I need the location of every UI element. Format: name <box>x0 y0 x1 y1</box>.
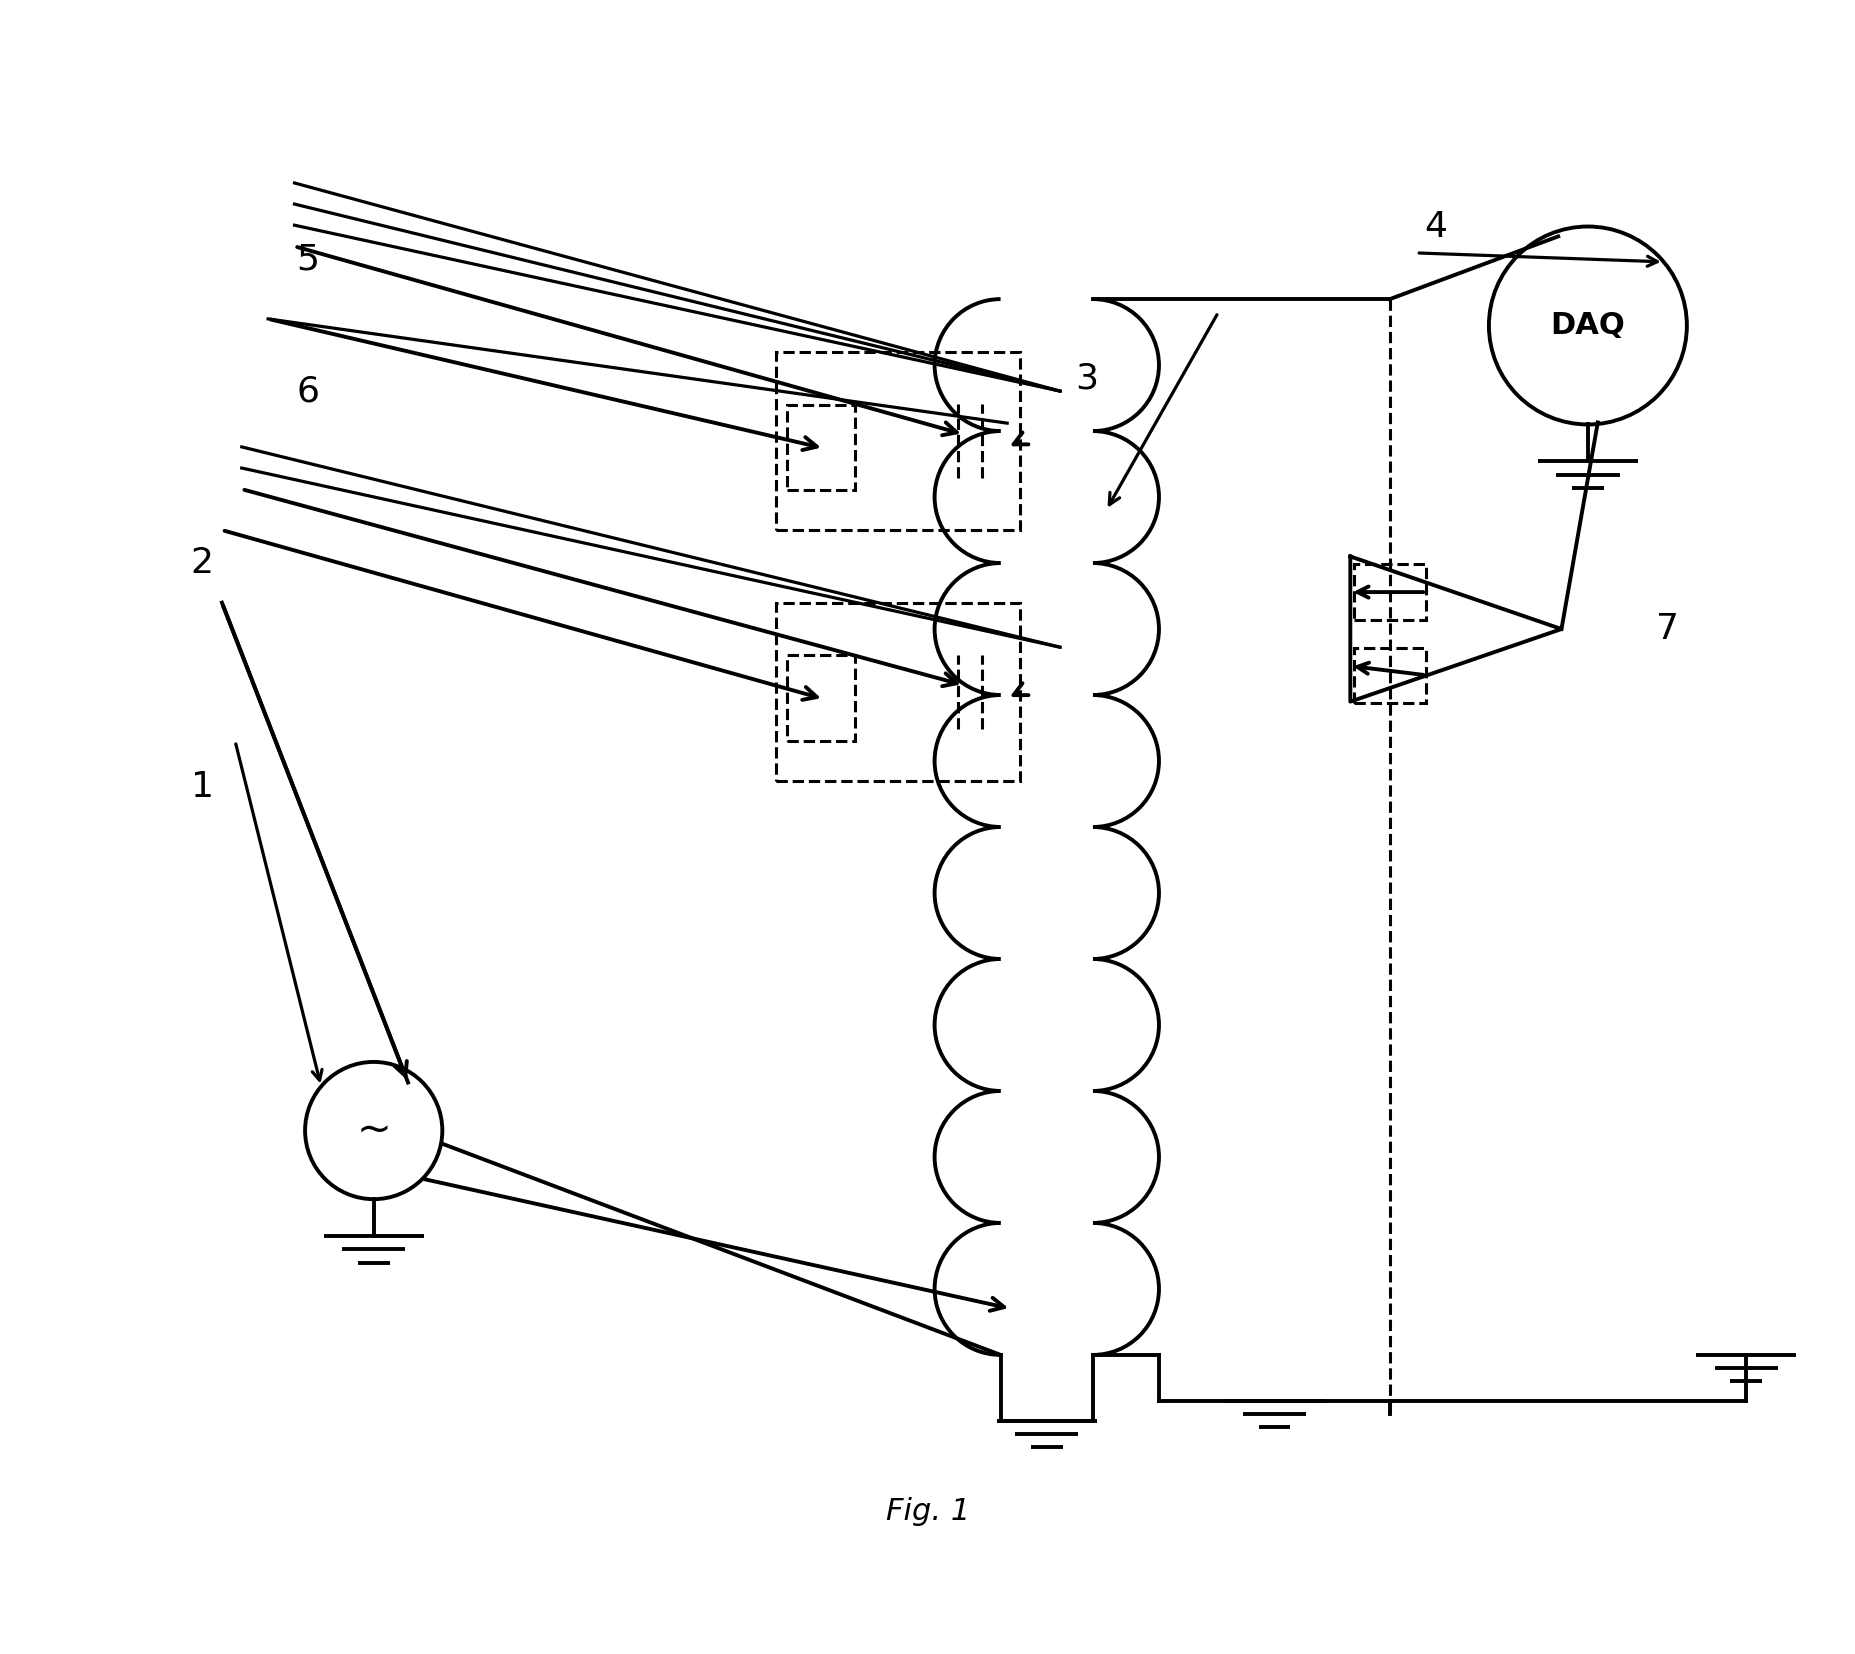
Bar <box>775 352 1020 529</box>
Bar <box>1352 564 1425 620</box>
Text: Fig. 1: Fig. 1 <box>885 1497 970 1527</box>
Text: 3: 3 <box>1074 361 1098 395</box>
Bar <box>775 602 1020 781</box>
Bar <box>787 405 855 491</box>
Text: 4: 4 <box>1425 210 1447 243</box>
Text: ~: ~ <box>356 1110 391 1151</box>
Text: 5: 5 <box>297 243 319 276</box>
Text: 2: 2 <box>191 546 213 581</box>
Bar <box>787 655 855 741</box>
Text: 6: 6 <box>297 374 319 409</box>
Bar <box>1352 647 1425 703</box>
Text: 1: 1 <box>191 771 213 804</box>
Text: DAQ: DAQ <box>1549 311 1625 341</box>
Text: 7: 7 <box>1655 612 1677 647</box>
